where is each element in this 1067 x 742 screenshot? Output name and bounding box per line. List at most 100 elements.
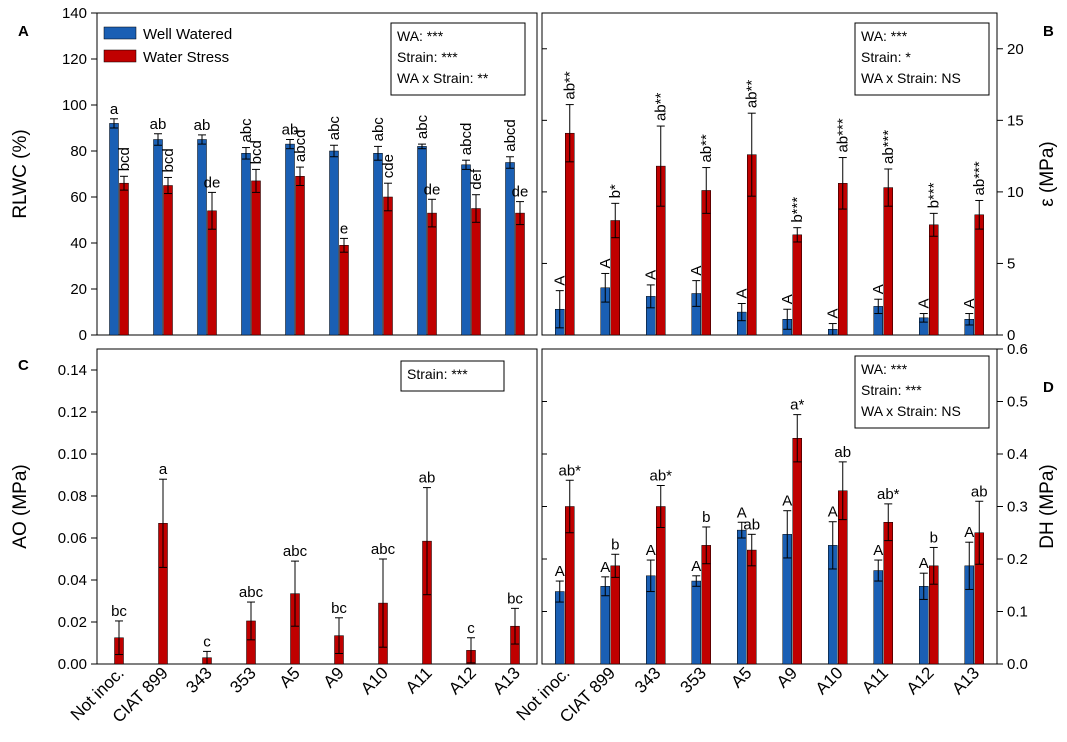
significance-label: e — [340, 220, 348, 237]
y-tick-label: 80 — [70, 143, 87, 160]
bar — [873, 570, 883, 665]
significance-label: bc — [111, 603, 127, 620]
y-tick-label: 0.10 — [58, 446, 87, 463]
significance-label: A — [646, 542, 656, 559]
stats-box — [854, 355, 990, 429]
significance-label: abcd — [292, 130, 309, 163]
bar — [339, 245, 349, 336]
panel-letter-A: A — [18, 23, 29, 40]
significance-label: bcd — [248, 140, 265, 164]
significance-label: ab*** — [880, 130, 897, 164]
significance-label: A — [688, 266, 705, 276]
y-tick-label: 0.3 — [1007, 499, 1028, 516]
panel-frame-B — [541, 12, 998, 336]
bar — [515, 212, 525, 336]
significance-label: abc — [283, 543, 308, 560]
significance-label: b — [702, 509, 710, 526]
bar — [610, 565, 620, 665]
y-tick-label: 60 — [70, 189, 87, 206]
bar — [656, 506, 666, 665]
significance-label: bcd — [116, 147, 133, 171]
x-category-label: 353 — [677, 663, 710, 696]
bar — [329, 150, 339, 336]
stats-line: WA x Strain: NS — [861, 403, 961, 419]
significance-label: b* — [607, 184, 624, 198]
significance-label: c — [467, 620, 475, 637]
significance-label: A — [643, 270, 660, 280]
bar — [565, 132, 575, 336]
bar — [427, 212, 437, 336]
y-tick-label: 0.02 — [58, 614, 87, 631]
significance-label: b — [611, 536, 619, 553]
bar — [383, 196, 393, 336]
significance-label: b*** — [789, 197, 806, 223]
significance-label: de — [512, 184, 529, 201]
significance-label: de — [424, 181, 441, 198]
significance-label: A — [825, 309, 842, 319]
stats-line: WA: *** — [861, 361, 908, 377]
significance-label: A — [555, 563, 565, 580]
significance-label: ab — [194, 117, 211, 134]
significance-label: ab*** — [835, 118, 852, 152]
y-tick-label: 0.06 — [58, 530, 87, 547]
significance-label: A — [782, 493, 792, 510]
x-category-label: A11 — [402, 663, 436, 697]
significance-label: a — [159, 461, 168, 478]
significance-label: abc — [371, 541, 396, 558]
stats-line: WA x Strain: ** — [397, 70, 489, 86]
x-category-label: 343 — [631, 663, 664, 696]
y-tick-label: 10 — [1007, 184, 1024, 201]
stats-box — [390, 22, 526, 96]
x-category-label: 353 — [226, 663, 259, 696]
bar — [119, 182, 129, 336]
significance-label: abc — [326, 116, 343, 141]
y-tick-label: 40 — [70, 235, 87, 252]
significance-label: ab — [834, 444, 851, 461]
bar — [241, 153, 251, 336]
y-tick-label: 120 — [62, 51, 87, 68]
significance-label: ab*** — [971, 161, 988, 195]
y-tick-label: 0 — [1007, 327, 1015, 344]
x-category-label: 343 — [182, 663, 215, 696]
significance-label: ab* — [877, 486, 900, 503]
y-tick-label: 20 — [1007, 41, 1024, 58]
stats-line: Strain: *** — [407, 366, 468, 382]
bar — [737, 529, 747, 665]
x-category-label: A13 — [489, 663, 524, 698]
y-axis-label: ε (MPa) — [1037, 141, 1058, 206]
y-tick-label: 0.04 — [58, 572, 87, 589]
significance-label: A — [779, 294, 796, 304]
y-tick-label: 0.00 — [58, 656, 87, 673]
bar — [285, 143, 295, 336]
significance-label: ab — [971, 483, 988, 500]
x-category-label: A5 — [727, 663, 755, 691]
y-tick-label: 0 — [79, 327, 87, 344]
significance-label: a* — [790, 397, 804, 414]
y-tick-label: 0.2 — [1007, 551, 1028, 568]
y-axis-label: DH (MPa) — [1037, 464, 1058, 548]
y-axis-label: AO (MPa) — [10, 464, 31, 548]
stats-box — [854, 22, 990, 96]
bar — [691, 580, 701, 665]
significance-label: bc — [507, 590, 523, 607]
significance-label: ab — [743, 516, 760, 533]
significance-label: abcd — [458, 123, 475, 156]
significance-label: abcd — [502, 119, 519, 152]
significance-label: A — [600, 559, 610, 576]
significance-label: bcd — [160, 148, 177, 172]
bar — [251, 180, 261, 336]
significance-label: ab* — [558, 462, 581, 479]
bar — [883, 187, 893, 336]
stats-box — [400, 360, 505, 392]
panel-letter-C: C — [18, 357, 29, 374]
stats-line: Strain: *** — [861, 382, 922, 398]
significance-label: ab** — [562, 71, 579, 100]
significance-label: A — [828, 504, 838, 521]
bar — [471, 208, 481, 336]
x-category-label: A12 — [445, 663, 480, 698]
bar — [883, 522, 893, 665]
significance-label: b*** — [926, 182, 943, 208]
significance-label: c — [203, 633, 211, 650]
significance-label: A — [737, 504, 747, 521]
